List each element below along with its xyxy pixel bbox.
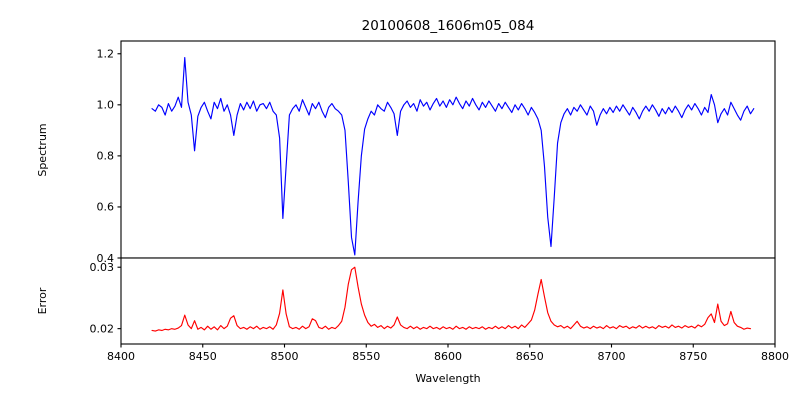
x-tick-label: 8600 [434, 350, 462, 363]
error-plot-area [121, 258, 775, 344]
error-axis-label: Error [36, 287, 49, 314]
error-tick-label: 0.02 [90, 322, 115, 335]
chart-title: 20100608_1606m05_084 [362, 18, 535, 34]
spectrum-tick-label: 0.6 [97, 201, 115, 214]
x-tick-label: 8500 [271, 350, 299, 363]
error-data-line [151, 266, 752, 332]
spectrum-data-line [151, 57, 755, 256]
spectrum-tick-label: 0.4 [97, 252, 115, 265]
x-axis-ticks: 8400 8450 8500 8550 8600 8650 8700 8750 8800 [107, 344, 789, 363]
spectrum-tick-label: 1.2 [97, 48, 115, 61]
x-tick-label: 8450 [189, 350, 217, 363]
x-tick-label: 8700 [598, 350, 626, 363]
error-y-ticks: 0.02 0.03 [90, 261, 121, 335]
x-tick-label: 8750 [679, 350, 707, 363]
x-axis-label: Wavelength [415, 372, 480, 385]
x-tick-label: 8400 [107, 350, 135, 363]
spectrum-plot-area [121, 41, 775, 258]
spectrum-axis-label: Spectrum [36, 123, 49, 176]
x-tick-label: 8650 [516, 350, 544, 363]
spectrum-y-ticks: 0.4 0.6 0.8 1.0 1.2 [97, 48, 121, 265]
spectrum-panel: 0.4 0.6 0.8 1.0 1.2 Spectrum [36, 40, 776, 265]
x-tick-label: 8800 [761, 350, 789, 363]
spectrum-tick-label: 1.0 [97, 99, 115, 112]
spectrum-tick-label: 0.8 [97, 150, 115, 163]
error-panel: 0.02 0.03 Error [36, 257, 776, 345]
error-tick-label: 0.03 [90, 261, 115, 274]
x-tick-label: 8550 [352, 350, 380, 363]
